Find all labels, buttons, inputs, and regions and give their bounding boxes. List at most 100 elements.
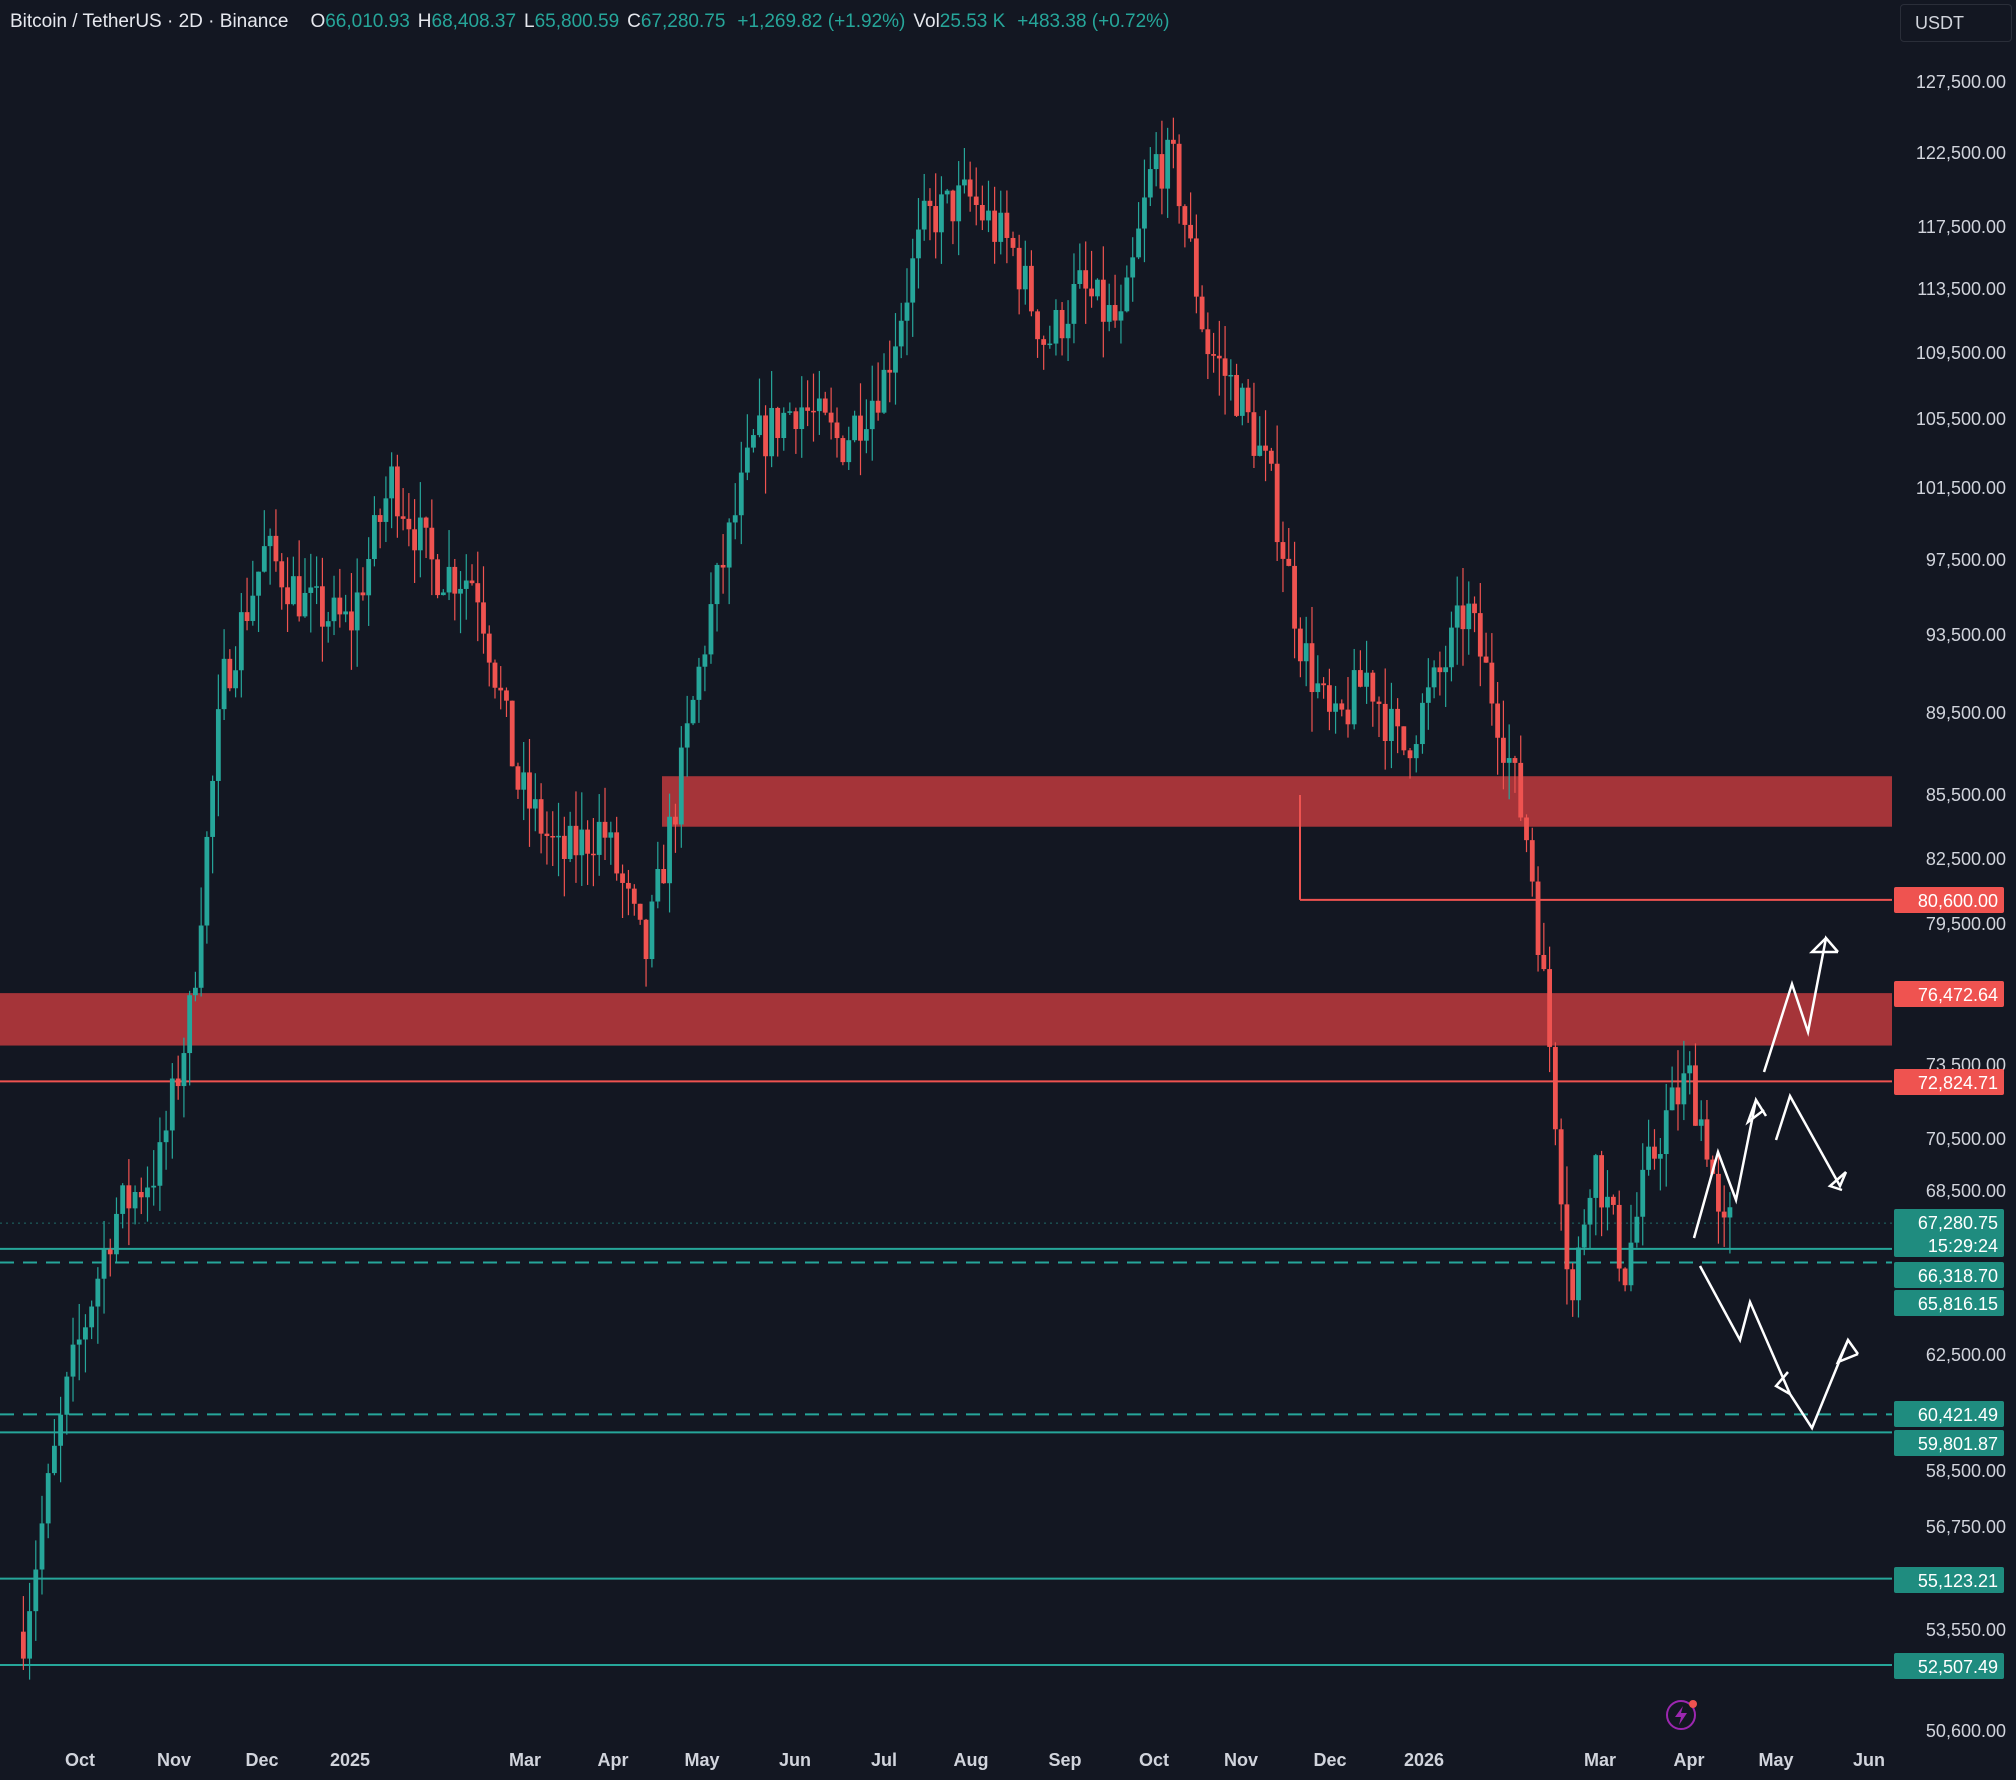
candle-body (781, 412, 787, 439)
high-label: H (417, 11, 432, 32)
candle-body (1581, 1224, 1587, 1248)
candle (1593, 1153, 1599, 1236)
candle (1165, 127, 1171, 218)
candle (696, 657, 702, 723)
candle (1170, 117, 1176, 169)
candle (834, 407, 840, 458)
candle-body (440, 592, 446, 596)
candle (412, 499, 417, 584)
candle (187, 990, 193, 1086)
candle (1153, 132, 1159, 187)
candle-body (383, 498, 389, 522)
candle-body (244, 612, 250, 622)
candle-body (1222, 358, 1228, 376)
candle (1251, 382, 1257, 469)
candle-body (70, 1344, 76, 1377)
time-tick-label: Oct (65, 1750, 95, 1770)
candle (1041, 335, 1047, 370)
candle-body (481, 602, 486, 634)
candle-body (1010, 237, 1016, 248)
candle (1564, 1166, 1570, 1305)
candle (360, 567, 366, 601)
candle (667, 793, 672, 913)
candle (285, 557, 290, 633)
candle-body (1646, 1146, 1652, 1170)
candle (1681, 1040, 1687, 1121)
candle (1077, 243, 1083, 289)
currency-button[interactable]: USDT (1900, 4, 2012, 42)
price-tick-label: 70,500.00 (1926, 1129, 2006, 1149)
candle-body (107, 1249, 113, 1255)
candle (1501, 700, 1506, 790)
candle-body (1351, 670, 1357, 725)
candle-body (337, 597, 343, 615)
candle (751, 429, 756, 453)
candle (1547, 946, 1553, 1073)
candle-body (192, 987, 198, 996)
candle (708, 572, 714, 664)
candle (1222, 326, 1228, 415)
candle-body (846, 440, 852, 463)
candle (33, 1540, 39, 1641)
candle-body (215, 709, 221, 781)
candle (273, 509, 279, 572)
candle-body (1321, 683, 1326, 686)
candle-body (1587, 1197, 1593, 1225)
symbol-title[interactable]: Bitcoin / TetherUS · 2D · Binance (10, 11, 289, 32)
candle-body (1401, 726, 1407, 751)
candle (1176, 134, 1182, 224)
candle (290, 556, 296, 606)
candle-body (1389, 708, 1394, 741)
candle (805, 380, 811, 427)
candle (1071, 253, 1077, 344)
candle-body (875, 400, 881, 413)
candle-body (515, 766, 521, 790)
candle (720, 534, 726, 594)
candle (114, 1197, 119, 1262)
candle-body (1292, 565, 1297, 629)
candle-body (921, 200, 927, 230)
candle-body (27, 1611, 32, 1659)
candle (394, 454, 400, 538)
candle (509, 700, 515, 767)
candle-body (458, 588, 463, 594)
low-label: L (524, 11, 535, 32)
candle (163, 1110, 169, 1170)
candle (869, 365, 875, 461)
candle-body (1443, 667, 1449, 673)
candle-body (1065, 323, 1071, 339)
price-tick-label: 68,500.00 (1926, 1181, 2006, 1201)
candle (738, 441, 744, 545)
candle (1495, 681, 1501, 775)
candle (1199, 285, 1205, 333)
time-tick-label: Jul (871, 1750, 897, 1770)
candle-body (1022, 265, 1028, 290)
time-tick-label: Sep (1048, 1750, 1081, 1770)
candle-body (1376, 701, 1382, 704)
candle (585, 820, 590, 885)
price-tag: 59,801.87 (1894, 1430, 2004, 1456)
chart-header: Bitcoin / TetherUS · 2D · Binance O 66,01… (10, 8, 1169, 36)
candle (898, 302, 904, 359)
candle-body (210, 780, 216, 837)
candle (1364, 640, 1369, 704)
time-tick-label: Oct (1139, 1750, 1169, 1770)
candle-body (1309, 643, 1315, 693)
candle (1622, 1267, 1628, 1292)
projection-arrow-4 (1698, 1265, 1860, 1431)
price-tags: 80,600.00 76,472.64 72,824.71 67,280.75 15:2… (1894, 887, 2004, 1679)
candle (120, 1183, 126, 1229)
price-tag-box (1894, 1209, 2004, 1257)
candle (561, 816, 567, 897)
candle-body (429, 527, 435, 560)
lightning-icon[interactable] (1664, 1698, 1698, 1732)
candle-body (302, 592, 308, 617)
candle (1095, 278, 1100, 301)
candle-body (256, 571, 261, 596)
candle (1234, 363, 1239, 417)
candle-body (58, 1414, 64, 1446)
price-tick-label: 117,500.00 (1917, 217, 2006, 237)
time-tick-label: 2026 (1404, 1750, 1444, 1770)
time-axis[interactable]: Oct Nov Dec 2025 Mar Apr May Jun Jul Aug Sep Oct Nov… (65, 1750, 1885, 1770)
